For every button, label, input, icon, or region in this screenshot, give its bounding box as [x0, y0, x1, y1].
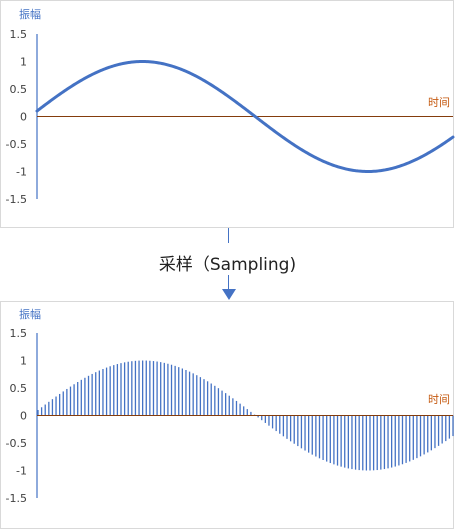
- y-axis-label: 振幅: [19, 7, 41, 21]
- y-tick-label: -1: [16, 166, 27, 179]
- sample-bars: [37, 360, 454, 471]
- continuous-signal-plot: 振幅 1.5 1 0.5 0 -0.5 -1 -1.5 时间: [6, 7, 455, 206]
- y-tick-label: 0: [20, 111, 27, 124]
- y-tick-label: -1: [16, 465, 27, 478]
- y-tick-label: 0.5: [10, 382, 28, 395]
- x-axis-label: 时间: [428, 96, 450, 109]
- y-tick-labels: 1.5 1 0.5 0 -0.5 -1 -1.5: [6, 327, 27, 505]
- sine-wave-line: [35, 59, 455, 173]
- sampled-signal-chart: 振幅 1.5 1 0.5 0 -0.5 -1 -1.5 时间: [0, 301, 454, 529]
- y-axis-label: 振幅: [19, 307, 41, 321]
- y-tick-label: 1: [20, 355, 27, 368]
- arrow-shaft-bottom: [228, 275, 229, 289]
- arrow-shaft-top: [228, 228, 229, 243]
- y-tick-labels: 1.5 1 0.5 0 -0.5 -1 -1.5: [6, 28, 27, 206]
- y-tick-label: 0: [20, 410, 27, 423]
- sampled-signal-plot: 振幅 1.5 1 0.5 0 -0.5 -1 -1.5 时间: [6, 307, 454, 505]
- y-tick-label: -0.5: [6, 138, 27, 151]
- x-axis-label: 时间: [428, 393, 450, 406]
- y-tick-label: 1.5: [10, 327, 28, 340]
- down-arrow-icon: [222, 289, 236, 300]
- y-tick-label: 1.5: [10, 28, 28, 41]
- y-tick-label: 1: [20, 56, 27, 69]
- y-tick-label: 0.5: [10, 83, 28, 96]
- y-tick-label: -1.5: [6, 492, 27, 505]
- y-tick-label: -0.5: [6, 437, 27, 450]
- sampling-label: 采样（Sampling): [158, 255, 297, 275]
- y-tick-label: -1.5: [6, 193, 27, 206]
- continuous-signal-chart: 振幅 1.5 1 0.5 0 -0.5 -1 -1.5 时间: [0, 0, 455, 228]
